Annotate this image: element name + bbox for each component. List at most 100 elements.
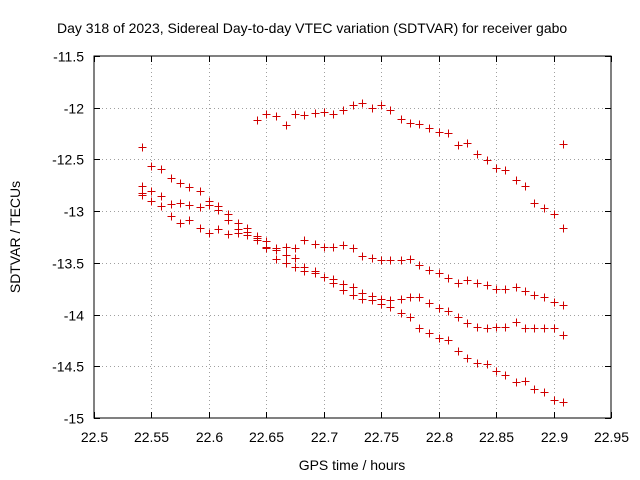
data-point	[559, 224, 568, 233]
data-point	[435, 334, 444, 343]
data-point	[492, 323, 501, 332]
data-point	[406, 255, 415, 264]
data-point	[300, 267, 309, 276]
data-point	[243, 231, 252, 240]
data-point	[185, 216, 194, 225]
data-point	[406, 119, 415, 128]
x-tick-labels: 22.5 22.55 22.6 22.65 22.7 22.75 22.8 22.85 22.9…	[81, 429, 629, 445]
data-point	[473, 150, 482, 159]
data-point	[444, 307, 453, 316]
data-point	[329, 110, 338, 119]
data-point	[521, 182, 530, 191]
data-point	[253, 236, 262, 245]
data-point	[540, 204, 549, 213]
data-point	[463, 139, 472, 148]
axis-ticks	[94, 56, 612, 419]
data-point	[176, 219, 185, 228]
data-point	[291, 254, 300, 263]
data-point	[501, 323, 510, 332]
data-point	[272, 255, 281, 264]
y-tick-label: -11.5	[53, 49, 84, 65]
data-point	[530, 199, 539, 208]
data-point	[454, 313, 463, 322]
data-point	[311, 109, 320, 118]
data-point	[377, 300, 386, 309]
x-axis-title: GPS time / hours	[299, 457, 406, 473]
data-point	[291, 110, 300, 119]
data-point	[559, 301, 568, 310]
data-point	[425, 329, 434, 338]
data-point	[311, 269, 320, 278]
data-point	[435, 128, 444, 137]
data-point	[483, 324, 492, 333]
data-point	[492, 367, 501, 376]
series-series-3	[138, 187, 568, 340]
data-point	[386, 106, 395, 115]
data-point	[454, 347, 463, 356]
data-point	[435, 304, 444, 313]
data-point	[377, 256, 386, 265]
data-point	[559, 140, 568, 149]
data-point	[512, 318, 521, 327]
data-point	[349, 101, 358, 110]
data-point	[214, 206, 223, 215]
data-point	[291, 244, 300, 253]
data-point	[397, 295, 406, 304]
data-point	[368, 296, 377, 305]
x-tick-label: 22.85	[479, 429, 514, 445]
data-point	[483, 281, 492, 290]
data-points	[138, 99, 568, 407]
data-point	[282, 259, 291, 268]
data-point	[339, 106, 348, 115]
data-point	[368, 254, 377, 263]
data-point	[300, 111, 309, 120]
data-point	[540, 324, 549, 333]
data-point	[550, 324, 559, 333]
data-point	[483, 156, 492, 165]
data-point	[196, 187, 205, 196]
data-point	[349, 244, 358, 253]
x-tick-label: 22.7	[311, 429, 338, 445]
x-tick-label: 22.8	[426, 429, 453, 445]
data-point	[406, 293, 415, 302]
data-point	[521, 324, 530, 333]
data-point	[147, 197, 156, 206]
data-point	[138, 191, 147, 200]
data-point	[282, 251, 291, 260]
data-point	[329, 243, 338, 252]
data-point	[521, 287, 530, 296]
x-tick-label: 22.5	[81, 429, 108, 445]
data-point	[320, 243, 329, 252]
data-point	[282, 121, 291, 130]
data-point	[214, 225, 223, 234]
chart-title: Day 318 of 2023, Sidereal Day-to-day VTE…	[57, 20, 567, 36]
data-point	[530, 385, 539, 394]
data-point	[454, 141, 463, 150]
data-point	[234, 229, 243, 238]
data-point	[386, 296, 395, 305]
data-point	[262, 110, 271, 119]
data-point	[501, 285, 510, 294]
series-lower	[138, 191, 568, 407]
data-point	[224, 216, 233, 225]
data-point	[415, 261, 424, 270]
data-point	[463, 276, 472, 285]
data-point	[444, 129, 453, 138]
data-point	[559, 398, 568, 407]
data-point	[454, 279, 463, 288]
data-point	[205, 229, 214, 238]
y-axis-title: SDTVAR / TECUs	[7, 181, 23, 293]
y-tick-label: -14.5	[52, 359, 84, 375]
data-point	[492, 285, 501, 294]
data-point	[196, 203, 205, 212]
data-point	[501, 166, 510, 175]
data-point	[492, 164, 501, 173]
data-point	[185, 183, 194, 192]
data-point	[176, 179, 185, 188]
data-point	[540, 388, 549, 397]
y-tick-labels: -11.5 -12 -12.5 -13 -13.5 -14 -14.5 -15	[52, 49, 84, 427]
data-point	[501, 371, 510, 380]
data-point	[377, 101, 386, 110]
data-point	[444, 336, 453, 345]
